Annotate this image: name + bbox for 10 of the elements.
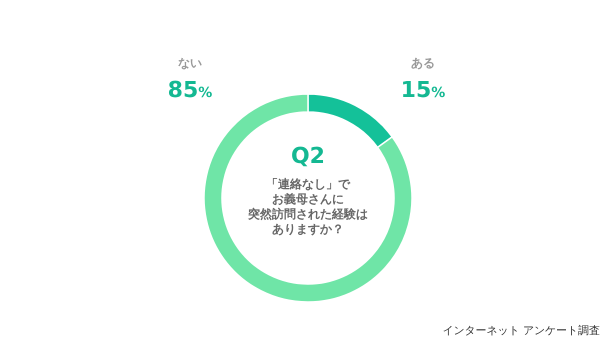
slice-label: ある — [411, 56, 435, 70]
text: お義母さんに — [272, 192, 344, 206]
text: Q2 — [290, 144, 326, 169]
text: 「連絡なし」で — [266, 177, 351, 191]
text: インターネット アンケート調査 — [442, 324, 600, 337]
text: 突然訪問された経験は — [247, 207, 368, 221]
slice-label: ない — [178, 56, 202, 70]
text: ありますか？ — [272, 222, 344, 236]
data-label: 85% — [168, 78, 212, 103]
data-label: 15% — [400, 78, 446, 103]
